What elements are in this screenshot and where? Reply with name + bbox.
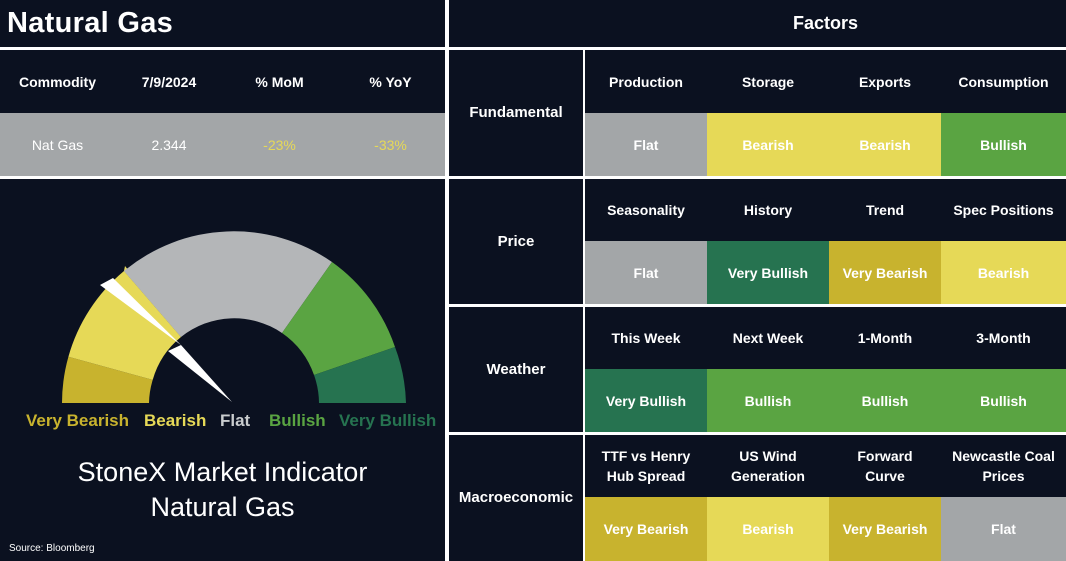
rating-3-month: Bullish — [941, 369, 1066, 432]
rating-production: Flat — [585, 113, 707, 176]
weather-header: This Week Next Week 1-Month 3-Month — [585, 307, 1066, 369]
factor-ttf-spread: TTF vs Henry Hub Spread — [601, 448, 691, 484]
legend-very-bearish: Very Bearish — [26, 411, 130, 430]
col-yoy: % YoY — [369, 73, 412, 90]
price-header: Seasonality History Trend Spec Positions — [585, 179, 1066, 241]
factor-storage: Storage — [741, 73, 795, 90]
rating-consumption: Bullish — [941, 113, 1066, 176]
commodity-table-header: Commodity 7/9/2024 % MoM % YoY — [0, 50, 445, 113]
factor-trend: Trend — [865, 202, 905, 218]
gauge-needle-gap — [100, 278, 181, 345]
macroeconomic-header: TTF vs Henry Hub Spread US Wind Generati… — [585, 435, 1066, 497]
group-price: Price — [449, 179, 583, 304]
page-title: Natural Gas — [0, 0, 445, 47]
factor-spec-positions: Spec Positions — [953, 202, 1054, 218]
rating-us-wind: Bearish — [707, 497, 829, 561]
rating-ttf-spread: Very Bearish — [585, 497, 707, 561]
col-commodity: Commodity — [19, 73, 96, 90]
indicator-title-line2: Natural Gas — [150, 492, 295, 522]
rating-this-week: Very Bullish — [585, 369, 707, 432]
factor-this-week: This Week — [611, 330, 681, 346]
cell-price: 2.344 — [151, 136, 187, 153]
factors-title: Factors — [449, 0, 1066, 47]
factor-exports: Exports — [858, 73, 912, 90]
rating-trend: Very Bearish — [829, 241, 941, 304]
rating-seasonality: Flat — [585, 241, 707, 304]
rating-exports: Bearish — [829, 113, 941, 176]
indicator-title-line1: StoneX Market Indicator — [77, 457, 368, 487]
gauge-segment-flat — [124, 231, 332, 337]
rating-1-month: Bullish — [829, 369, 941, 432]
cell-commodity: Nat Gas — [31, 136, 84, 153]
indicator-title: StoneX Market Indicator Natural Gas — [0, 455, 445, 525]
factor-production: Production — [609, 73, 683, 90]
rating-storage: Bearish — [707, 113, 829, 176]
factor-3-month: 3-Month — [976, 330, 1031, 346]
rating-history: Very Bullish — [707, 241, 829, 304]
factor-forward-curve: Forward Curve — [857, 448, 913, 484]
group-fundamental: Fundamental — [449, 50, 583, 176]
gauge-segment-very-bullish — [314, 347, 406, 403]
rating-spec-positions: Bearish — [941, 241, 1066, 304]
rating-next-week: Bullish — [707, 369, 829, 432]
factor-consumption: Consumption — [958, 73, 1049, 90]
legend-very-bullish: Very Bullish — [339, 411, 437, 430]
col-mom: % MoM — [255, 73, 304, 90]
factor-us-wind: US Wind Generation — [731, 448, 805, 484]
legend-bearish: Bearish — [144, 411, 207, 430]
cell-yoy: -33% — [374, 136, 407, 153]
gauge-needle — [168, 345, 232, 402]
factor-history: History — [743, 202, 793, 218]
rating-newcastle-coal: Flat — [941, 497, 1066, 561]
factor-seasonality: Seasonality — [607, 202, 685, 218]
gauge-segment-bearish — [68, 271, 181, 380]
factor-1-month: 1-Month — [857, 330, 913, 346]
market-indicator-gauge — [62, 231, 406, 403]
col-date: 7/9/2024 — [141, 73, 197, 90]
gauge-segment-very-bearish — [62, 356, 153, 403]
rating-forward-curve: Very Bearish — [829, 497, 941, 561]
commodity-table-row: Nat Gas 2.344 -23% -33% — [0, 113, 445, 176]
group-weather: Weather — [449, 307, 583, 432]
group-macroeconomic: Macroeconomic — [449, 435, 583, 561]
cell-mom: -23% — [263, 136, 296, 153]
factor-newcastle-coal: Newcastle Coal Prices — [952, 448, 1055, 484]
fundamental-header: Production Storage Exports Consumption — [585, 50, 1066, 113]
legend-bullish: Bullish — [269, 411, 326, 430]
legend-flat: Flat — [220, 411, 251, 430]
source-note: Source: Bloomberg — [9, 543, 95, 554]
factor-next-week: Next Week — [732, 330, 804, 346]
gauge-segment-bullish — [282, 262, 395, 375]
